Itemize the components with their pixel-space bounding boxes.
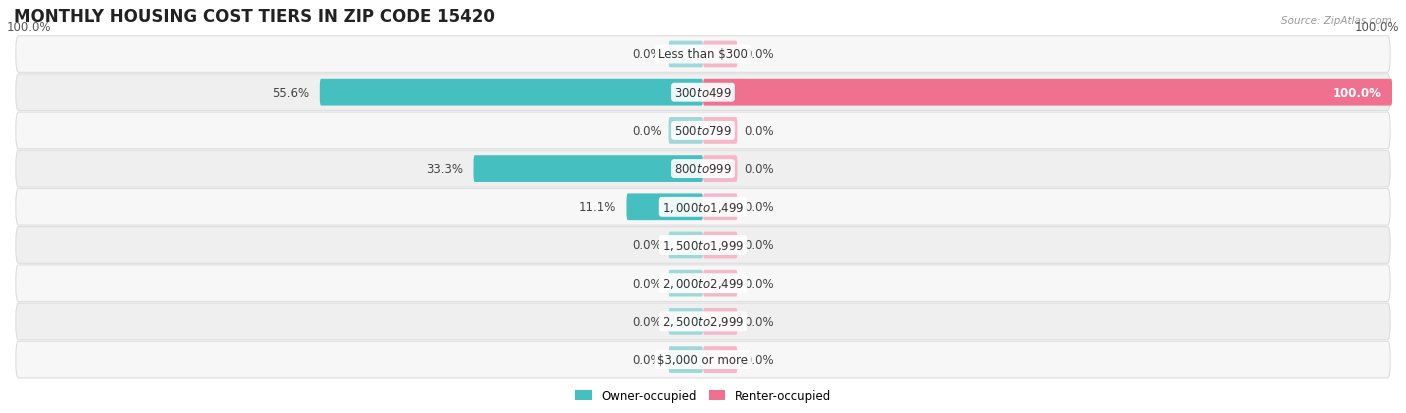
Text: $1,500 to $1,999: $1,500 to $1,999 <box>662 238 744 252</box>
Text: 55.6%: 55.6% <box>273 86 309 100</box>
FancyBboxPatch shape <box>703 232 738 259</box>
Text: 0.0%: 0.0% <box>744 125 773 138</box>
Text: $3,000 or more: $3,000 or more <box>658 353 748 366</box>
Text: 0.0%: 0.0% <box>744 48 773 62</box>
FancyBboxPatch shape <box>15 342 1391 378</box>
FancyBboxPatch shape <box>703 308 738 335</box>
FancyBboxPatch shape <box>703 42 738 68</box>
Text: $1,000 to $1,499: $1,000 to $1,499 <box>662 200 744 214</box>
FancyBboxPatch shape <box>668 42 703 68</box>
Text: 0.0%: 0.0% <box>633 125 662 138</box>
Text: 0.0%: 0.0% <box>744 239 773 252</box>
FancyBboxPatch shape <box>474 156 703 183</box>
FancyBboxPatch shape <box>668 347 703 373</box>
Text: 0.0%: 0.0% <box>744 163 773 176</box>
Text: 100.0%: 100.0% <box>1354 21 1399 34</box>
Text: $800 to $999: $800 to $999 <box>673 163 733 176</box>
FancyBboxPatch shape <box>15 189 1391 225</box>
FancyBboxPatch shape <box>703 270 738 297</box>
FancyBboxPatch shape <box>703 156 738 183</box>
FancyBboxPatch shape <box>15 151 1391 188</box>
Text: 0.0%: 0.0% <box>744 201 773 214</box>
FancyBboxPatch shape <box>703 347 738 373</box>
Text: 0.0%: 0.0% <box>633 353 662 366</box>
Text: $500 to $799: $500 to $799 <box>673 125 733 138</box>
Text: MONTHLY HOUSING COST TIERS IN ZIP CODE 15420: MONTHLY HOUSING COST TIERS IN ZIP CODE 1… <box>14 7 495 26</box>
FancyBboxPatch shape <box>668 118 703 145</box>
Text: 0.0%: 0.0% <box>633 48 662 62</box>
Text: 0.0%: 0.0% <box>633 239 662 252</box>
FancyBboxPatch shape <box>668 308 703 335</box>
Text: 0.0%: 0.0% <box>744 353 773 366</box>
Text: Less than $300: Less than $300 <box>658 48 748 62</box>
Text: 0.0%: 0.0% <box>633 315 662 328</box>
Text: $300 to $499: $300 to $499 <box>673 86 733 100</box>
FancyBboxPatch shape <box>15 265 1391 302</box>
FancyBboxPatch shape <box>703 118 738 145</box>
Legend: Owner-occupied, Renter-occupied: Owner-occupied, Renter-occupied <box>571 385 835 407</box>
FancyBboxPatch shape <box>668 270 703 297</box>
Text: $2,500 to $2,999: $2,500 to $2,999 <box>662 315 744 329</box>
FancyBboxPatch shape <box>15 37 1391 73</box>
FancyBboxPatch shape <box>703 80 1392 106</box>
FancyBboxPatch shape <box>15 113 1391 150</box>
Text: 0.0%: 0.0% <box>744 277 773 290</box>
Text: 11.1%: 11.1% <box>579 201 616 214</box>
Text: 0.0%: 0.0% <box>633 277 662 290</box>
Text: $2,000 to $2,499: $2,000 to $2,499 <box>662 277 744 290</box>
FancyBboxPatch shape <box>15 227 1391 263</box>
Text: 0.0%: 0.0% <box>744 315 773 328</box>
Text: 33.3%: 33.3% <box>426 163 463 176</box>
FancyBboxPatch shape <box>15 75 1391 111</box>
FancyBboxPatch shape <box>627 194 703 221</box>
FancyBboxPatch shape <box>15 303 1391 340</box>
Text: 100.0%: 100.0% <box>1333 86 1382 100</box>
Text: Source: ZipAtlas.com: Source: ZipAtlas.com <box>1281 16 1392 26</box>
FancyBboxPatch shape <box>703 194 738 221</box>
FancyBboxPatch shape <box>319 80 703 106</box>
Text: 100.0%: 100.0% <box>7 21 52 34</box>
FancyBboxPatch shape <box>668 232 703 259</box>
